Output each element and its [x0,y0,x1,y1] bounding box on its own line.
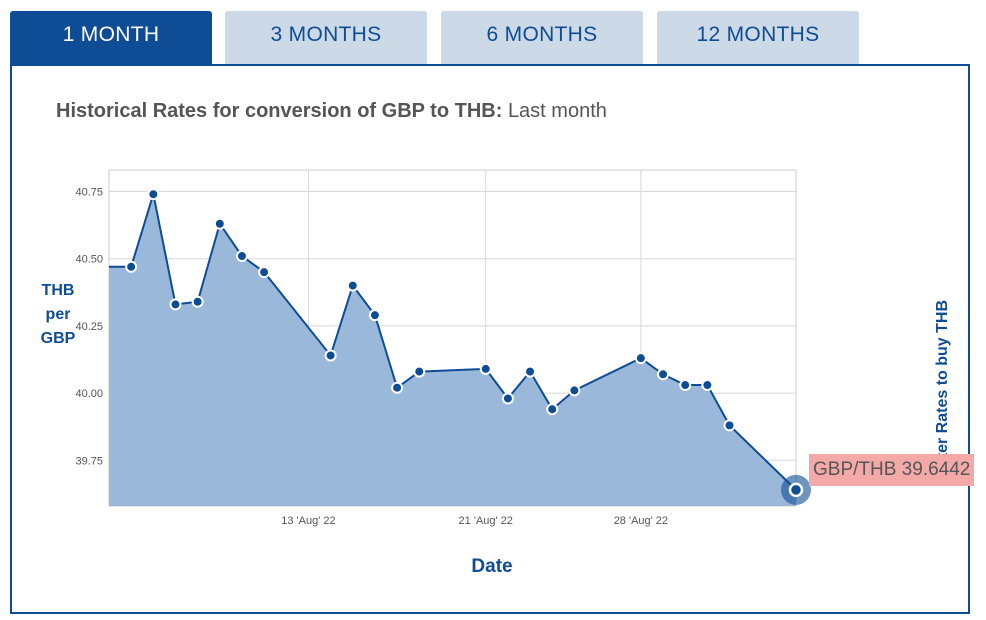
y-tick-label: 40.25 [75,321,103,333]
x-tick-label: 13 'Aug' 22 [281,515,335,527]
data-point [701,379,714,392]
data-point [235,250,248,263]
y-tick-label: 40.00 [75,388,103,400]
y-axis-label-line-2: per [45,306,71,323]
data-point [125,260,138,273]
chart-title: Historical Rates for conversion of GBP t… [56,100,503,122]
tab-6-months[interactable]: 6 MONTHS [441,11,643,65]
data-point [634,352,647,365]
y-tick-label: 40.75 [75,187,103,199]
data-point [479,362,492,375]
data-point [568,384,581,397]
data-point [679,379,692,392]
tab-3-months[interactable]: 3 MONTHS [225,11,427,65]
data-point [169,298,182,311]
chart-panel: Historical Rates for conversion of GBP t… [10,64,975,614]
data-point [524,365,537,378]
x-tick-label: 21 'Aug' 22 [459,515,513,527]
rate-chart: 39.75 40.00 40.25 40.50 40.75 13 'Aug' 22 21 '… [75,169,811,527]
data-point [346,279,359,292]
data-point [723,419,736,432]
chart-period: Last month [507,100,607,122]
data-point [391,381,404,394]
x-tick-label: 28 'Aug' 22 [614,515,668,527]
x-axis-label: Date [471,556,513,577]
y-axis-label-line-3: GBP [40,330,76,347]
data-point [147,188,160,201]
data-point [258,266,271,279]
data-point [191,295,204,308]
data-point [213,217,226,230]
y-tick-label: 39.75 [75,455,103,467]
series-area [109,194,796,506]
chart-heading: Historical Rates for conversion of GBP t… [56,100,607,123]
data-point [657,368,670,381]
data-point [368,309,381,322]
tab-12-months[interactable]: 12 MONTHS [657,11,859,65]
data-point [788,482,804,498]
data-point [324,349,337,362]
y-axis-label: THB per GBP [36,279,80,351]
current-rate-tooltip: GBP/THB 39.6442 [809,454,975,486]
y-axis-label-line-1: THB [41,282,75,299]
data-point [501,392,514,405]
data-point [546,403,559,416]
data-point [413,365,426,378]
y-tick-label: 40.50 [75,254,103,266]
tab-1-month[interactable]: 1 MONTH [10,11,212,67]
